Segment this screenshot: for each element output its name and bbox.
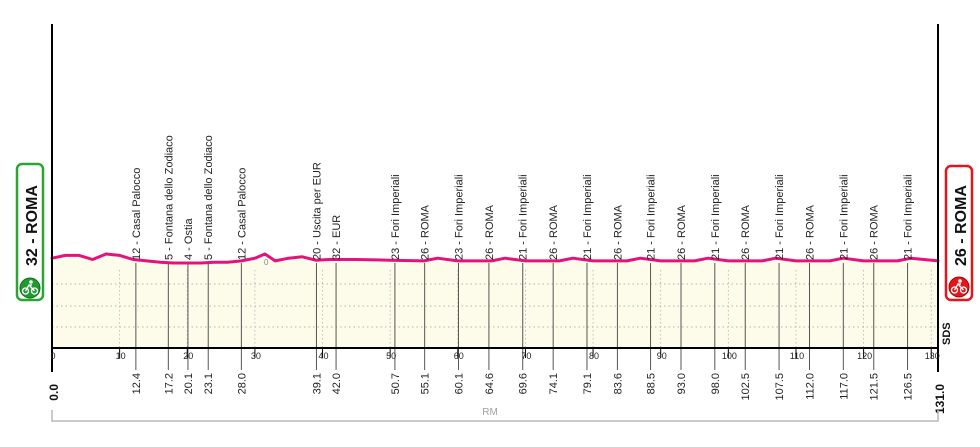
waypoint-name-label: 12 - Casal Palocco <box>131 168 143 260</box>
waypoint-km-label: 17.2 <box>163 373 175 394</box>
area-bracket <box>51 410 939 422</box>
x-tick-label: 80 <box>589 351 599 361</box>
waypoint-km-label: 117.0 <box>838 373 850 400</box>
waypoint-name-label: 4 - Ostia <box>183 218 195 260</box>
waypoint-name-label: 26 - ROMA <box>548 204 560 260</box>
x-tick-label: 50 <box>386 351 396 361</box>
x-tick-label: 90 <box>657 351 667 361</box>
x-tick-label: 60 <box>454 351 464 361</box>
waypoint-km-label: 112.0 <box>804 373 816 400</box>
waypoint-km-label: 98.0 <box>710 373 722 394</box>
finish-badge: 26 - ROMA <box>944 164 974 302</box>
waypoint-km-label: 93.0 <box>676 373 688 394</box>
waypoint-name-label: 21 - Fori Imperiali <box>582 174 594 260</box>
waypoint-name-label: 26 - ROMA <box>804 204 816 260</box>
waypoint-km-label: 20.1 <box>183 373 195 394</box>
start-bike-icon <box>19 277 41 299</box>
waypoint-name-label: 12 - Casal Palocco <box>236 168 248 260</box>
waypoint-km-label: 69.6 <box>518 373 530 394</box>
x-axis-ticks: 0 10 20 30 40 50 60 70 80 90 100 110 120 130 <box>50 348 940 361</box>
x-tick-label: 70 <box>521 351 531 361</box>
finish-km-label: 131.0 <box>933 384 947 414</box>
waypoint-name-label: 21 - Fori Imperiali <box>710 174 722 260</box>
start-km-label: 0.0 <box>47 384 61 401</box>
x-tick-label: 120 <box>857 351 872 361</box>
waypoint-km-label: 39.1 <box>311 373 323 394</box>
waypoint-km-label: 23.1 <box>203 373 215 394</box>
start-badge: 32 - ROMA <box>15 162 45 302</box>
waypoint-km-label: 50.7 <box>390 373 402 394</box>
profile-line <box>50 252 940 265</box>
waypoint-name-label: 21 - Fori Imperiali <box>903 174 915 260</box>
waypoint-km-label: 88.5 <box>646 373 658 394</box>
waypoint-name-label: 26 - ROMA <box>740 204 752 260</box>
waypoint-km-label: 79.1 <box>582 373 594 394</box>
waypoint-name-label: 26 - ROMA <box>420 204 432 260</box>
waypoint-name-label: 20 - Uscita per EUR <box>311 162 323 260</box>
waypoint-name-label: 26 - ROMA <box>869 204 881 260</box>
waypoint-name-label: 21 - Fori Imperiali <box>774 174 786 260</box>
waypoint-name-label: 23 - Fori Imperiali <box>390 174 402 260</box>
x-tick-label: 130 <box>925 351 940 361</box>
finish-town-label: 26 - ROMA <box>953 185 970 266</box>
x-tick-label: 110 <box>790 351 804 361</box>
waypoint-km-label: 126.5 <box>903 373 915 401</box>
waypoint-km-label: 12.4 <box>131 373 143 394</box>
waypoint-km-label: 74.1 <box>548 373 560 394</box>
x-tick-label: 20 <box>183 351 193 361</box>
finish-bike-icon <box>948 276 970 298</box>
waypoint-km-label: 55.1 <box>420 373 432 394</box>
x-tick-label: 10 <box>116 351 126 361</box>
waypoint-labels: 12 - Casal Palocco 5 - Fontana dello Zodi… <box>131 135 915 260</box>
waypoint-km-label: 28.0 <box>236 373 248 394</box>
waypoint-name-label: 26 - ROMA <box>612 204 624 260</box>
small-marker-label: 0 <box>264 258 269 267</box>
area-label-rm: RM <box>482 407 498 418</box>
sds-logo: SDS <box>941 322 953 345</box>
waypoint-km-label: 42.0 <box>331 373 343 394</box>
waypoint-lines <box>135 263 909 370</box>
waypoint-name-label: 32 - EUR <box>331 215 343 260</box>
waypoint-km-label: 83.6 <box>612 373 624 394</box>
x-tick-label: 0 <box>50 351 55 361</box>
waypoint-name-label: 26 - ROMA <box>484 204 496 260</box>
waypoint-km-label: 60.1 <box>453 373 465 394</box>
waypoint-name-label: 21 - Fori Imperiali <box>518 174 530 260</box>
waypoint-name-label: 5 - Fontana dello Zodiaco <box>203 135 215 260</box>
x-tick-label: 30 <box>251 351 261 361</box>
waypoint-km-label: 64.6 <box>484 373 496 394</box>
grid-dotted-lines <box>52 270 938 348</box>
waypoint-name-label: 26 - ROMA <box>676 204 688 260</box>
waypoint-km-label: 121.5 <box>869 373 881 401</box>
x-tick-label: 100 <box>722 351 737 361</box>
x-tick-label: 40 <box>319 351 329 361</box>
waypoint-name-label: 23 - Fori Imperiali <box>453 174 465 260</box>
km-labels: 12.4 17.2 20.1 23.1 28.0 39.1 42.0 50.7 55.1 60.1… <box>131 373 915 401</box>
waypoint-km-label: 102.5 <box>740 373 752 401</box>
waypoint-km-label: 107.5 <box>774 373 786 401</box>
waypoint-name-label: 21 - Fori Imperiali <box>838 174 850 260</box>
waypoint-name-label: 21 - Fori Imperiali <box>646 174 658 260</box>
profile-area-fill <box>52 254 938 348</box>
start-town-label: 32 - ROMA <box>24 185 41 266</box>
waypoint-name-label: 5 - Fontana dello Zodiaco <box>163 135 175 260</box>
